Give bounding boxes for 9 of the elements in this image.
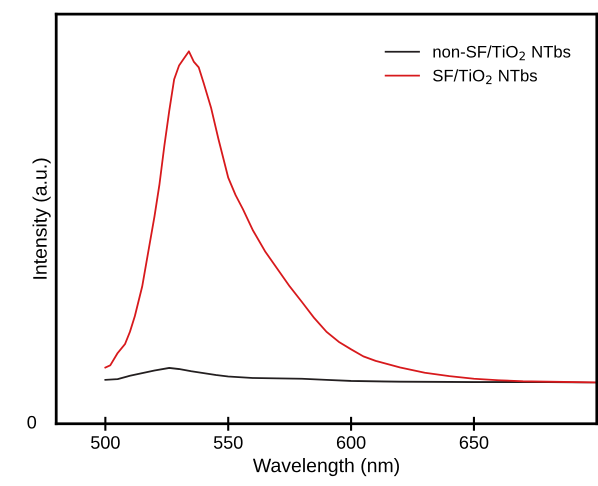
x-tick-label: 650 [460, 436, 488, 449]
x-tick-label: 500 [91, 436, 120, 449]
text: 0 [27, 416, 36, 429]
x-tick-label: 550 [214, 436, 243, 449]
legend-label: SF/TiO$_{2}$ NTbs [433, 69, 537, 84]
y-axis-title: Intensity (a.u.) [32, 158, 51, 279]
x-axis-title: Wavelength (nm) [252, 458, 399, 476]
legend-label: non-SF/TiO$_{2}$ NTbs [433, 45, 570, 60]
x-tick-label: 600 [336, 436, 366, 449]
